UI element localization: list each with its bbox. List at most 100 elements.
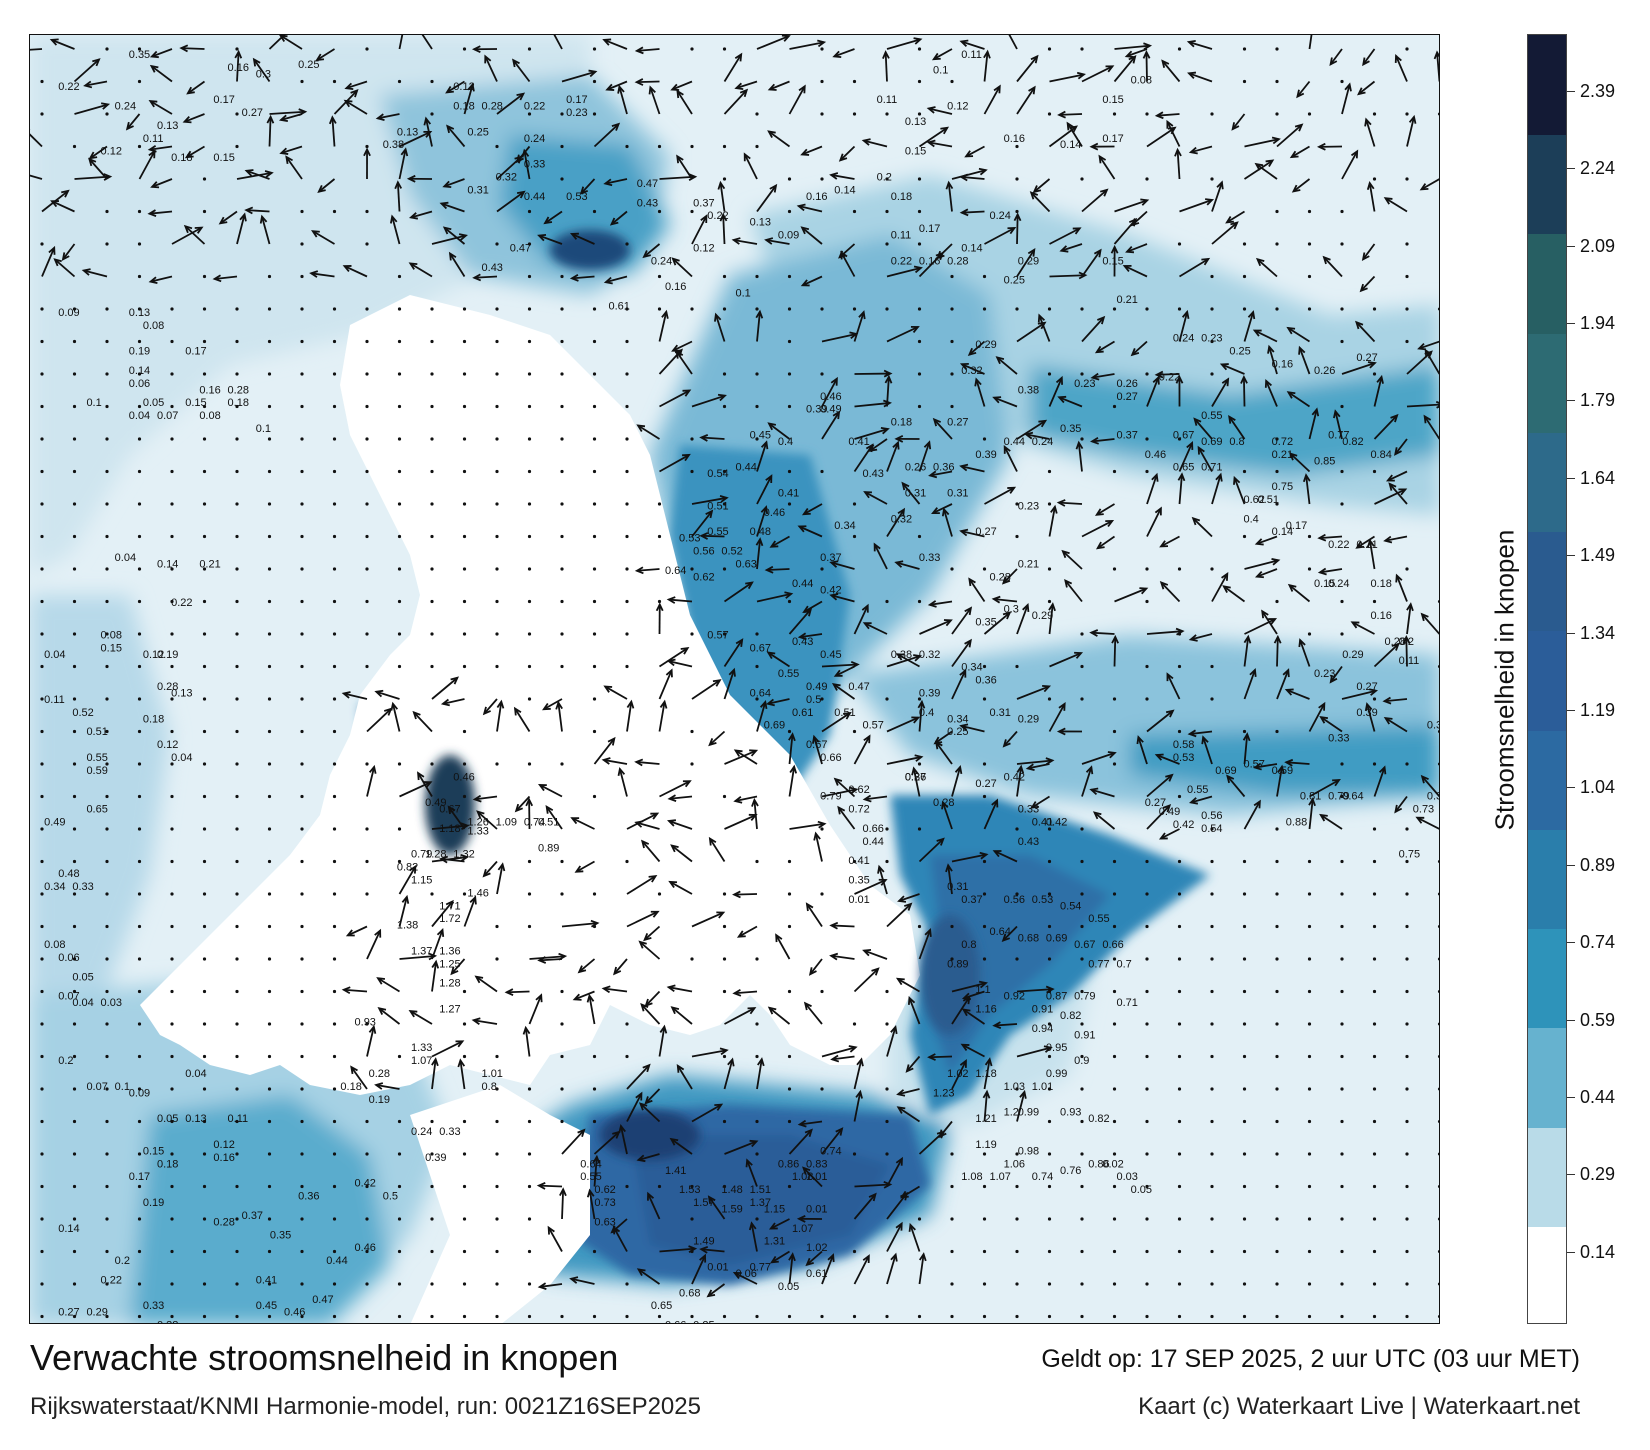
current-arrow xyxy=(341,691,368,700)
grid-dot xyxy=(722,144,727,149)
current-arrow xyxy=(1030,795,1050,809)
grid-dot xyxy=(72,1119,77,1124)
grid-dot xyxy=(917,404,922,409)
speed-label: 1.21 xyxy=(975,1113,996,1125)
grid-dot xyxy=(625,859,629,864)
grid-dot xyxy=(690,47,694,51)
current-arrow xyxy=(496,92,526,115)
grid-dot xyxy=(1015,1314,1019,1319)
current-arrow xyxy=(1242,732,1251,765)
grid-dot xyxy=(397,534,402,539)
current-arrow xyxy=(1056,499,1083,507)
grid-dot xyxy=(170,1184,174,1189)
current-arrow xyxy=(723,667,736,700)
map-canvas: 0.350.220.16 0.250.170.270.240.130.110.12… xyxy=(30,35,1441,1324)
grid-dot xyxy=(1340,209,1344,214)
current-arrow xyxy=(1154,753,1180,765)
current-arrow xyxy=(244,169,270,180)
grid-dot xyxy=(1210,339,1214,344)
current-arrow xyxy=(1098,154,1116,180)
grid-dot xyxy=(235,827,239,831)
current-arrow xyxy=(767,80,790,91)
current-arrow xyxy=(723,638,744,667)
grid-dot xyxy=(202,1087,207,1091)
speed-label: 0.32 xyxy=(496,171,517,183)
current-arrow xyxy=(640,1003,661,1025)
grid-dot xyxy=(267,1119,272,1124)
current-arrow xyxy=(1094,340,1115,354)
current-arrow xyxy=(1440,524,1441,537)
current-arrow xyxy=(496,862,506,895)
grid-dot xyxy=(300,729,304,734)
speed-label: 0.34 xyxy=(961,662,982,674)
grid-dot xyxy=(72,1314,77,1319)
grid-dot xyxy=(722,502,727,506)
current-arrow xyxy=(992,396,1018,408)
current-arrow xyxy=(853,443,874,473)
grid-dot xyxy=(202,469,207,474)
grid-dot xyxy=(1405,1054,1409,1059)
speed-label: 0.14 xyxy=(157,558,178,570)
speed-label: 0.72 xyxy=(1272,436,1293,448)
grid-dot xyxy=(495,339,499,344)
grid-dot xyxy=(300,1184,304,1189)
grid-dot xyxy=(137,242,142,246)
speed-label: 0.47 xyxy=(312,1294,333,1306)
speed-label: 0.51 xyxy=(1258,494,1279,506)
current-arrow xyxy=(375,113,400,121)
current-arrow xyxy=(1319,715,1343,733)
current-arrow xyxy=(886,440,900,472)
grid-dot xyxy=(722,307,727,311)
current-arrow xyxy=(1016,247,1036,277)
current-arrow xyxy=(854,426,890,440)
grid-dot xyxy=(40,404,44,409)
grid-dot xyxy=(137,957,142,961)
grid-dot xyxy=(235,794,239,799)
grid-dot xyxy=(1307,957,1312,961)
grid-dot xyxy=(40,1217,44,1221)
grid-dot xyxy=(1145,469,1149,474)
grid-dot xyxy=(170,1282,174,1286)
speed-label: 0.33 xyxy=(524,159,545,171)
current-arrow xyxy=(670,844,693,863)
grid-dot xyxy=(137,892,142,896)
grid-dot xyxy=(1210,827,1214,831)
current-arrow xyxy=(1417,340,1439,351)
speed-label: 0.38 xyxy=(383,139,404,151)
current-arrow xyxy=(1308,797,1316,830)
speed-label: 1.19 xyxy=(975,1139,996,1151)
grid-dot xyxy=(40,892,44,896)
speed-label: 0.41 xyxy=(256,1274,277,1286)
grid-dot xyxy=(820,47,824,51)
current-arrow xyxy=(708,836,726,862)
grid-dot xyxy=(235,437,239,441)
current-arrow xyxy=(1329,48,1343,67)
speed-label: 0.17 xyxy=(185,346,206,358)
current-arrow xyxy=(960,1043,985,1058)
speed-label: 0.1 xyxy=(933,64,948,76)
speed-label: 0.18 xyxy=(891,417,912,429)
grid-dot xyxy=(1372,469,1377,474)
current-arrow xyxy=(886,1156,903,1187)
current-arrow xyxy=(862,622,888,635)
grid-dot xyxy=(300,794,304,799)
speed-label: 0.33 xyxy=(919,552,940,564)
grid-dot xyxy=(1437,1152,1439,1156)
current-arrow xyxy=(1341,149,1359,180)
speed-label: 0.99 xyxy=(1018,1107,1039,1119)
grid-dot xyxy=(332,339,337,344)
current-arrow xyxy=(586,993,596,1025)
grid-dot xyxy=(1080,307,1084,311)
speed-label: 0.28 xyxy=(369,1068,390,1080)
current-arrow xyxy=(343,99,368,115)
current-arrow xyxy=(797,1119,823,1128)
speed-label: 0.66 xyxy=(665,1320,686,1324)
grid-dot xyxy=(1210,1087,1214,1091)
current-arrow xyxy=(1440,265,1441,277)
speed-label: 0.49 xyxy=(44,816,65,828)
grid-dot xyxy=(365,534,369,539)
speed-labels: 0.350.220.16 0.250.170.270.240.130.110.12… xyxy=(44,49,1439,1324)
grid-dot xyxy=(105,1282,109,1286)
grid-dot xyxy=(1307,112,1312,116)
grid-dot xyxy=(1145,859,1149,864)
